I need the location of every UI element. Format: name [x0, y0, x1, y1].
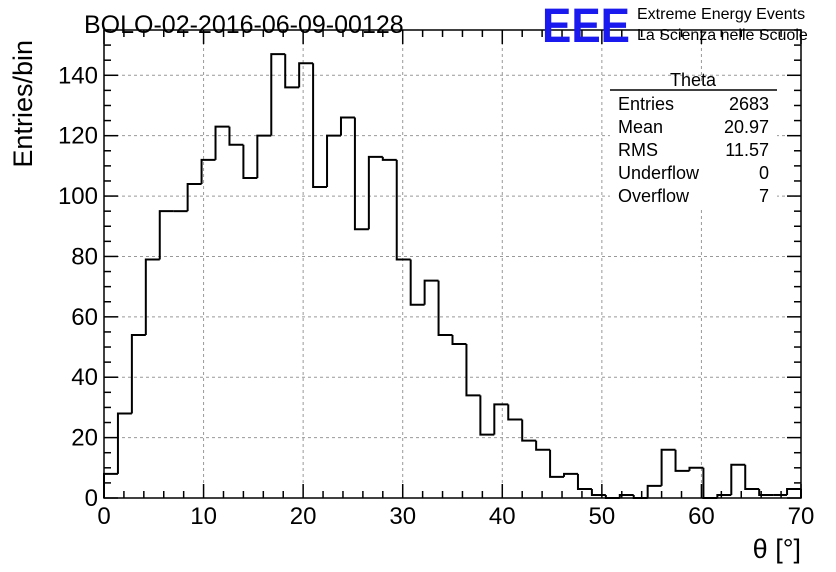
histogram-bin [423, 279, 439, 305]
histogram-bin [730, 463, 746, 495]
histogram-bin [758, 488, 774, 496]
y-tick-label: 60 [71, 304, 98, 331]
x-tick-label: 50 [589, 503, 616, 530]
stats-rows: Entries 2683 Mean 20.97 RMS 11.57 Underflow 0 Ov… [618, 94, 769, 206]
stats-box: Theta Entries 2683 Mean 20.97 RMS 11.57 Underf… [610, 70, 777, 210]
plot-frame [103, 29, 802, 499]
histogram-bin [674, 449, 690, 472]
eee-logo: EEE Extreme Energy Events La Scienza nel… [542, 0, 808, 53]
histogram-bin [381, 156, 397, 161]
x-tick-label: 20 [290, 503, 317, 530]
histogram-bin [479, 395, 495, 436]
histogram-bin [130, 333, 146, 414]
y-tick-label: 80 [71, 243, 98, 270]
histogram-bin [409, 259, 425, 306]
histogram-bin [521, 419, 537, 442]
y-axis-label: Entries/bin [8, 40, 38, 168]
eee-logo-line2: La Scienza nelle Scuole [637, 27, 808, 44]
histogram-bin [256, 134, 272, 178]
x-axis-label: θ [°] [753, 534, 801, 564]
histogram-bin [437, 280, 453, 336]
stats-label: Underflow [618, 163, 700, 183]
histogram-bin [312, 63, 328, 189]
histogram-bin [507, 404, 523, 421]
histogram-bin [646, 484, 662, 498]
histogram-bin [270, 53, 286, 136]
histogram-bin [298, 62, 314, 88]
stats-box-bg [610, 84, 777, 210]
stats-value: 11.57 [725, 140, 769, 160]
histogram-bin [549, 449, 565, 478]
histogram-bin [744, 464, 760, 490]
histogram-bin [228, 126, 244, 146]
x-tick-label: 0 [97, 503, 110, 530]
stats-label: Mean [618, 117, 663, 137]
x-tick-label: 30 [389, 503, 416, 530]
histogram-bin [535, 440, 551, 451]
eee-logo-mark: EEE [542, 0, 630, 53]
histogram-bin [353, 117, 369, 231]
histogram-bin [395, 159, 411, 261]
stats-value: 7 [759, 186, 769, 206]
stats-label: RMS [618, 140, 658, 160]
x-tick-label: 10 [190, 503, 217, 530]
histogram-bin [158, 210, 174, 260]
histogram-bin [214, 125, 230, 160]
y-tick-labels: 0 20 40 60 80 100 120 140 [58, 62, 98, 512]
x-tick-label: 40 [489, 503, 516, 530]
stats-box-title: Theta [670, 70, 717, 90]
histogram-bin [339, 116, 355, 136]
y-tick-label: 40 [71, 364, 98, 391]
y-tick-label: 100 [58, 183, 98, 210]
y-tick-label: 120 [58, 123, 98, 150]
chart-title: BOLO-02-2016-06-09-00128 [84, 11, 404, 39]
histogram-bin [786, 487, 801, 495]
x-tick-labels: 0 10 20 30 40 50 60 70 [97, 503, 814, 530]
histogram-bin [716, 493, 732, 498]
stats-value: 2683 [729, 94, 769, 114]
histogram-bin [660, 448, 676, 486]
y-tick-label: 140 [58, 62, 98, 89]
stats-value: 0 [759, 163, 769, 183]
histogram-bin [465, 344, 481, 397]
axis-ticks [103, 29, 802, 499]
histogram-bin [493, 403, 509, 435]
histogram-bin [563, 472, 578, 477]
histogram-bin [103, 472, 118, 498]
histogram-bin [451, 334, 467, 346]
histogram-bin [367, 155, 383, 230]
stats-value: 20.97 [724, 117, 769, 137]
histogram-bin [688, 466, 704, 471]
y-tick-label: 0 [85, 485, 98, 512]
histogram-bin [186, 182, 202, 212]
x-tick-label: 60 [688, 503, 715, 530]
histogram-bin [200, 158, 216, 184]
stats-label: Entries [618, 94, 674, 114]
histogram-bin [702, 467, 718, 499]
histogram-bin [326, 134, 341, 188]
eee-logo-line1: Extreme Energy Events [637, 6, 805, 23]
histogram-bin [576, 473, 592, 490]
stats-label: Overflow [618, 186, 690, 206]
y-tick-label: 20 [71, 425, 98, 452]
histogram-bin [242, 144, 258, 179]
histogram-bin [284, 54, 300, 89]
histogram-bin [144, 258, 160, 335]
histogram-bin [116, 412, 132, 474]
histogram-bin [618, 493, 634, 498]
histogram-bin [590, 488, 606, 496]
x-tick-label: 70 [788, 503, 815, 530]
